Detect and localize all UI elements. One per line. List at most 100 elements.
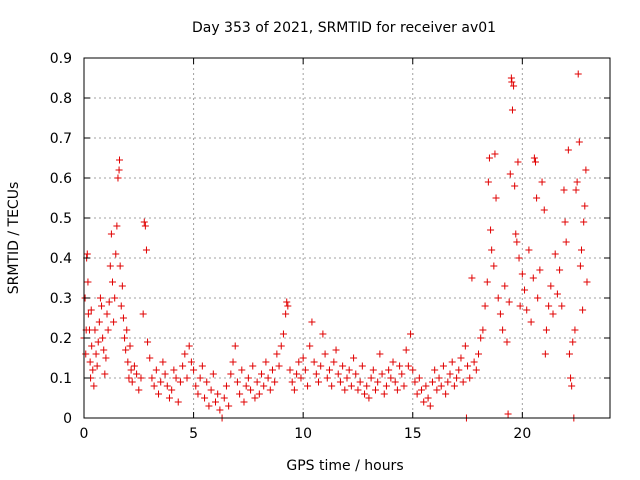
data-points xyxy=(80,70,591,422)
data-point xyxy=(192,382,200,390)
x-tick-label: 20 xyxy=(513,426,531,442)
data-point xyxy=(268,366,276,374)
data-point xyxy=(165,394,173,402)
data-point xyxy=(140,218,148,226)
y-tick-label: 0.4 xyxy=(50,251,72,267)
data-point xyxy=(525,246,533,254)
data-point xyxy=(161,370,169,378)
data-point xyxy=(308,318,316,326)
data-point xyxy=(448,358,456,366)
data-point xyxy=(290,386,298,394)
data-point xyxy=(558,302,566,310)
data-point xyxy=(354,386,362,394)
data-point xyxy=(159,358,167,366)
data-point xyxy=(144,338,152,346)
data-point xyxy=(282,310,290,318)
y-tick-label: 0.8 xyxy=(50,91,72,107)
data-point xyxy=(556,266,564,274)
data-point xyxy=(435,374,443,382)
data-point xyxy=(437,382,445,390)
data-point xyxy=(420,398,428,406)
data-point xyxy=(540,206,548,214)
data-point xyxy=(531,158,539,166)
data-point xyxy=(400,382,408,390)
data-point xyxy=(121,334,129,342)
data-point xyxy=(453,374,461,382)
data-point xyxy=(108,278,116,286)
data-point xyxy=(481,302,489,310)
data-point xyxy=(114,174,122,182)
x-tick-labels: 0 5 10 15 20 xyxy=(80,426,532,442)
y-tick-labels: 0 0.1 0.2 0.3 0.4 0.5 0.6 0.7 0.8 0.9 xyxy=(50,51,72,427)
data-point xyxy=(190,366,198,374)
data-point xyxy=(125,374,133,382)
data-point xyxy=(222,382,230,390)
data-point xyxy=(376,350,384,358)
data-point xyxy=(553,290,561,298)
data-point xyxy=(255,390,263,398)
data-point xyxy=(542,326,550,334)
data-point xyxy=(116,156,124,164)
data-point xyxy=(139,310,147,318)
data-point xyxy=(578,246,586,254)
data-point xyxy=(88,342,96,350)
data-point xyxy=(387,374,395,382)
data-point xyxy=(439,362,447,370)
data-point xyxy=(533,194,541,202)
data-point xyxy=(98,302,106,310)
data-point xyxy=(214,390,222,398)
data-point xyxy=(116,262,124,270)
data-point xyxy=(87,306,95,314)
data-point xyxy=(102,354,110,362)
data-point xyxy=(225,402,233,410)
data-point xyxy=(572,186,580,194)
data-point xyxy=(142,246,150,254)
data-point xyxy=(512,230,520,238)
data-point xyxy=(238,366,246,374)
data-point xyxy=(288,378,296,386)
data-point xyxy=(127,366,135,374)
y-tick-label: 0.6 xyxy=(50,171,72,187)
data-point xyxy=(148,374,156,382)
data-point xyxy=(567,374,575,382)
data-point xyxy=(183,374,191,382)
data-point xyxy=(409,366,417,374)
data-point xyxy=(306,342,314,350)
data-point xyxy=(117,302,125,310)
data-point xyxy=(242,382,250,390)
data-point xyxy=(536,266,544,274)
data-point xyxy=(581,202,589,210)
data-point xyxy=(518,270,526,278)
data-point xyxy=(247,386,255,394)
data-point xyxy=(339,362,347,370)
data-point xyxy=(568,382,576,390)
data-point xyxy=(575,138,583,146)
data-point xyxy=(93,362,101,370)
data-point xyxy=(133,370,141,378)
data-point xyxy=(170,366,178,374)
data-point xyxy=(391,378,399,386)
data-point xyxy=(317,362,325,370)
data-point xyxy=(466,374,474,382)
data-point xyxy=(99,334,107,342)
data-point xyxy=(295,358,303,366)
data-point xyxy=(123,326,131,334)
data-point xyxy=(110,318,118,326)
data-point xyxy=(442,390,450,398)
data-point xyxy=(483,278,491,286)
data-point xyxy=(506,170,514,178)
data-point xyxy=(549,310,557,318)
data-point xyxy=(382,382,390,390)
data-point xyxy=(345,366,353,374)
axis-ticks xyxy=(83,57,610,419)
data-point xyxy=(113,222,121,230)
data-point xyxy=(181,350,189,358)
data-point xyxy=(396,362,404,370)
data-point xyxy=(155,390,163,398)
data-point xyxy=(385,366,393,374)
y-tick-label: 0.1 xyxy=(50,371,72,387)
data-point xyxy=(477,334,485,342)
data-point xyxy=(152,366,160,374)
data-point xyxy=(424,394,432,402)
